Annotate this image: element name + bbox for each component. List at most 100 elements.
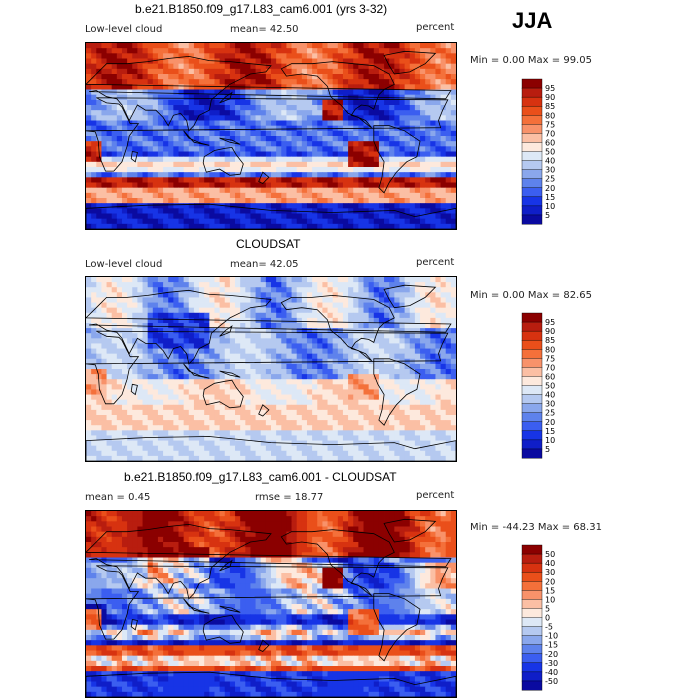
colorbar-tick-label: 10: [545, 595, 555, 604]
coastline: [383, 284, 437, 309]
colorbar-swatch: [521, 653, 543, 664]
colorbar-swatch: [521, 430, 543, 441]
coastlines: [86, 284, 456, 461]
colorbar-swatch: [521, 421, 543, 432]
coastline: [258, 171, 270, 184]
colorbar-tick-label: -30: [545, 659, 558, 668]
colorbar-tick-label: 70: [545, 363, 555, 372]
colorbar-tick-label: 10: [545, 436, 555, 445]
colorbar-swatch: [521, 635, 543, 646]
colorbar-tick-label: 25: [545, 175, 555, 184]
coastline: [280, 294, 395, 362]
colorbar-tick-label: -10: [545, 632, 558, 641]
colorbar-tick-label: -50: [545, 677, 558, 686]
panel-3-rmse-label: rmse = 18.77: [255, 492, 324, 503]
colorbar-swatch: [521, 439, 543, 450]
colorbar-tick-label: -5: [545, 623, 553, 632]
colorbar-tick-label: 20: [545, 184, 555, 193]
colorbar-tick-label: 95: [545, 318, 555, 327]
colorbar-tick-label: 85: [545, 102, 555, 111]
season-label: JJA: [512, 8, 553, 33]
panel-3-minmax: Min = -44.23 Max = 68.31: [470, 522, 602, 533]
coastline: [130, 383, 138, 396]
coastline: [202, 614, 244, 644]
colorbar-swatch: [521, 581, 543, 591]
panel-2-colorbar: 95 90 85 80 75 70 60 50 40 30 25 20 15 10 5: [521, 312, 555, 463]
coastline: [86, 330, 449, 405]
panel-2-map: [85, 276, 457, 462]
panel-3-colorbar: 50 40 30 20 15 10 5 0 -5 -10 -15 -20 -30 -40 -50: [521, 544, 558, 695]
colorbar-swatch: [521, 599, 543, 609]
colorbar-tick-label: 50: [545, 550, 555, 559]
colorbar-tick-label: 40: [545, 559, 555, 568]
panel-2-map-canvas: [86, 277, 456, 461]
coastline: [383, 518, 437, 543]
field-cells: [86, 277, 456, 461]
colorbar-tick-label: 75: [545, 354, 555, 363]
coastline: [373, 358, 421, 426]
coastline: [373, 593, 421, 662]
panel-2-units-label: percent: [416, 257, 455, 268]
colorbar-swatch: [521, 151, 543, 162]
colorbar-tick-label: -15: [545, 641, 558, 650]
colorbar-swatch: [521, 339, 543, 350]
coastline: [202, 146, 244, 176]
colorbar-swatch: [521, 571, 543, 582]
colorbar-swatch: [521, 367, 543, 377]
panel-3-mean-label: mean = 0.45: [85, 492, 151, 503]
colorbar-swatch: [521, 96, 543, 107]
colorbar-tick-label: 15: [545, 586, 555, 595]
panel-1-mean-label: mean= 42.50: [230, 24, 299, 35]
colorbar-tick-label: 30: [545, 166, 555, 175]
colorbar-tick-label: 90: [545, 327, 555, 336]
coastline: [86, 97, 449, 172]
panel-1-title: b.e21.B1850.f09_g17.L83_cam6.001 (yrs 3-…: [135, 2, 388, 16]
colorbar-swatch: [521, 553, 543, 564]
colorbar-tick-label: 30: [545, 568, 555, 577]
coastlines: [86, 50, 456, 229]
coastline: [219, 605, 241, 613]
colorbar-swatch: [521, 644, 543, 655]
colorbar-swatch: [521, 358, 543, 368]
colorbar-tick-label: 15: [545, 193, 555, 202]
colorbar-swatch: [521, 662, 543, 673]
panel-1-units-label: percent: [416, 22, 455, 33]
colorbar-swatch: [521, 590, 543, 600]
coastline: [86, 436, 456, 461]
colorbar-swatch: [521, 160, 543, 171]
colorbar-swatch: [521, 105, 543, 116]
colorbar-swatch: [521, 196, 543, 207]
coastline: [258, 404, 270, 417]
coastline: [86, 565, 449, 640]
panel-1-map: [85, 42, 457, 230]
field-cells: [86, 511, 456, 697]
coastline: [183, 363, 210, 379]
panel-2-title: CLOUDSAT: [236, 237, 301, 251]
colorbar-tick-label: 5: [545, 445, 550, 454]
colorbar-tick-label: -40: [545, 668, 558, 677]
panel-1-colorbar: 95 90 85 80 75 70 60 50 40 30 25 20 15 10 5: [521, 78, 555, 229]
colorbar-swatch: [521, 187, 543, 198]
colorbar-swatch: [521, 412, 543, 423]
colorbar-tick-label: -20: [545, 650, 558, 659]
colorbar-tick-label: 85: [545, 336, 555, 345]
colorbar-swatch: [521, 403, 543, 414]
colorbar-swatch: [521, 312, 543, 323]
coastline: [373, 125, 421, 194]
colorbar-tick-label: 50: [545, 148, 555, 157]
colorbar-swatch: [521, 562, 543, 573]
colorbar-tick-label: 50: [545, 382, 555, 391]
field-cells: [86, 43, 456, 229]
colorbar-tick-label: 20: [545, 418, 555, 427]
panel-1-map-canvas: [86, 43, 456, 229]
panel-1-minmax: Min = 0.00 Max = 99.05: [470, 55, 592, 66]
colorbar-tick-label: 80: [545, 345, 555, 354]
colorbar-swatch: [521, 78, 543, 89]
colorbar-swatch: [521, 626, 543, 637]
coastline: [86, 289, 452, 365]
colorbar-tick-label: 10: [545, 202, 555, 211]
colorbar-swatch: [521, 376, 543, 386]
colorbar-swatch: [521, 205, 543, 216]
colorbar-swatch: [521, 349, 543, 359]
coastline: [86, 203, 456, 229]
